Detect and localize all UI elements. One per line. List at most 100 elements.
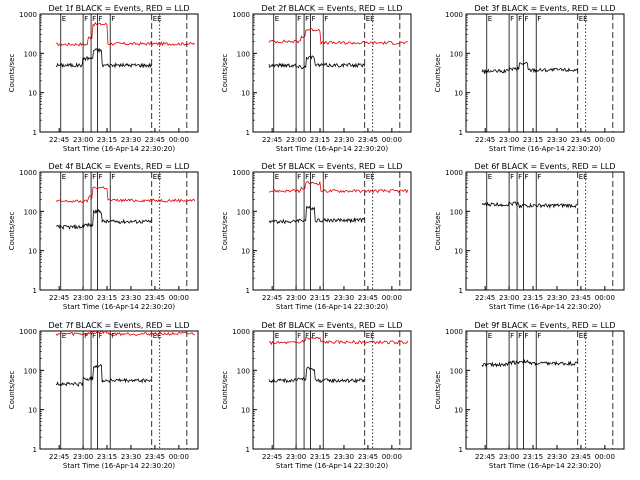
x-tick-label: 23:30 (334, 136, 354, 144)
y-tick-label: 1000 (232, 328, 250, 336)
series-black-events (268, 366, 365, 384)
marker-tag: E (275, 332, 279, 340)
y-tick-label: 1000 (445, 11, 463, 19)
marker-tag: EE (153, 15, 162, 23)
x-tick-label: 23:00 (73, 453, 93, 461)
marker-tag: EE (366, 332, 375, 340)
x-tick-label: 23:30 (121, 136, 141, 144)
x-tick-label: 23:15 (310, 453, 330, 461)
x-tick-label: 23:15 (97, 453, 117, 461)
y-tick-label: 100 (237, 208, 250, 216)
x-tick-label: 22:45 (49, 453, 69, 461)
x-tick-label: 23:15 (310, 294, 330, 302)
x-axis-label: Start Time (16-Apr-14 22:30:20) (63, 145, 175, 153)
x-tick-label: 00:00 (595, 453, 615, 461)
series-black-events (481, 61, 579, 75)
marker-tag: F (111, 332, 115, 340)
y-tick-label: 1 (246, 287, 250, 295)
y-tick-label: 10 (28, 248, 37, 256)
marker-tag: F (297, 173, 301, 181)
y-tick-label: 1000 (232, 169, 250, 177)
marker-tag: F (311, 15, 315, 23)
marker-tag: F (84, 332, 88, 340)
panel-det-2: Det 2f BLACK = Events, RED = LLD 1 10 100 10… (221, 4, 412, 153)
marker-tag: F (518, 173, 522, 181)
marker-tag: F (324, 173, 328, 181)
x-tick-label: 23:15 (523, 136, 543, 144)
y-tick-label: 100 (450, 50, 463, 58)
y-tick-label: 100 (24, 50, 37, 58)
marker-tag: F (311, 332, 315, 340)
series-black-events (268, 205, 365, 225)
y-tick-label: 100 (24, 208, 37, 216)
x-tick-label: 23:15 (97, 294, 117, 302)
marker-tag: E (62, 332, 66, 340)
x-axis-label: Start Time (16-Apr-14 22:30:20) (489, 462, 601, 470)
x-tick-label: 00:00 (169, 136, 189, 144)
y-tick-label: 1000 (445, 169, 463, 177)
marker-tag: F (324, 15, 328, 23)
marker-tag: E (488, 15, 492, 23)
y-tick-label: 1000 (19, 11, 37, 19)
x-tick-label: 23:00 (286, 136, 306, 144)
y-tick-label: 1 (246, 446, 250, 454)
y-tick-label: 10 (454, 248, 463, 256)
marker-tag: EE (153, 332, 162, 340)
marker-tag: F (98, 332, 102, 340)
x-axis-label: Start Time (16-Apr-14 22:30:20) (63, 303, 175, 311)
y-tick-label: 1000 (445, 328, 463, 336)
x-tick-label: 22:45 (475, 453, 495, 461)
marker-tag: E (488, 173, 492, 181)
x-tick-label: 00:00 (382, 294, 402, 302)
x-axis-label: Start Time (16-Apr-14 22:30:20) (276, 462, 388, 470)
marker-tag: E (62, 173, 66, 181)
x-tick-label: 00:00 (169, 453, 189, 461)
plot-frame (39, 171, 199, 291)
y-tick-label: 10 (28, 90, 37, 98)
marker-tag: F (324, 332, 328, 340)
marker-tag: E (275, 173, 279, 181)
x-tick-label: 23:00 (73, 136, 93, 144)
x-tick-label: 22:45 (262, 294, 282, 302)
x-tick-label: 22:45 (475, 294, 495, 302)
y-axis-label: Counts/sec (221, 371, 229, 410)
y-axis-label: Counts/sec (8, 212, 16, 251)
panel-det-8: Det 8f BLACK = Events, RED = LLD 1 10 100 10… (221, 321, 412, 470)
y-axis-label: Counts/sec (434, 371, 442, 410)
plot-frame (252, 171, 412, 291)
x-tick-label: 23:00 (499, 136, 519, 144)
marker-tag: F (297, 15, 301, 23)
panel-title: Det 3f BLACK = Events, RED = LLD (474, 4, 615, 13)
x-axis-label: Start Time (16-Apr-14 22:30:20) (489, 145, 601, 153)
y-tick-label: 1 (33, 287, 37, 295)
x-tick-label: 23:45 (571, 294, 591, 302)
x-tick-label: 23:00 (286, 294, 306, 302)
marker-tag: F (98, 15, 102, 23)
y-tick-label: 10 (28, 407, 37, 415)
panel-det-1: Det 1f BLACK = Events, RED = LLD 1 10 100 10… (8, 4, 199, 153)
plot-frame (252, 13, 412, 133)
series-black-events (56, 364, 152, 387)
x-tick-label: 23:45 (145, 294, 165, 302)
marker-tag: F (84, 173, 88, 181)
y-tick-label: 1 (459, 446, 463, 454)
panel-det-7: Det 7f BLACK = Events, RED = LLD 1 10 100 10… (8, 321, 199, 470)
x-tick-label: 23:00 (499, 453, 519, 461)
y-tick-label: 1000 (19, 169, 37, 177)
x-tick-label: 23:30 (121, 294, 141, 302)
y-tick-label: 10 (241, 407, 250, 415)
x-tick-label: 23:45 (571, 136, 591, 144)
marker-tag: EE (366, 173, 375, 181)
y-tick-label: 10 (454, 407, 463, 415)
x-tick-label: 23:30 (547, 136, 567, 144)
y-tick-label: 100 (450, 367, 463, 375)
x-tick-label: 23:30 (121, 453, 141, 461)
marker-tag: F (537, 15, 541, 23)
x-tick-label: 23:00 (73, 294, 93, 302)
x-tick-label: 23:30 (334, 453, 354, 461)
x-tick-label: 00:00 (169, 294, 189, 302)
marker-tag: F (510, 173, 514, 181)
y-tick-label: 10 (241, 248, 250, 256)
marker-tag: EE (579, 173, 588, 181)
